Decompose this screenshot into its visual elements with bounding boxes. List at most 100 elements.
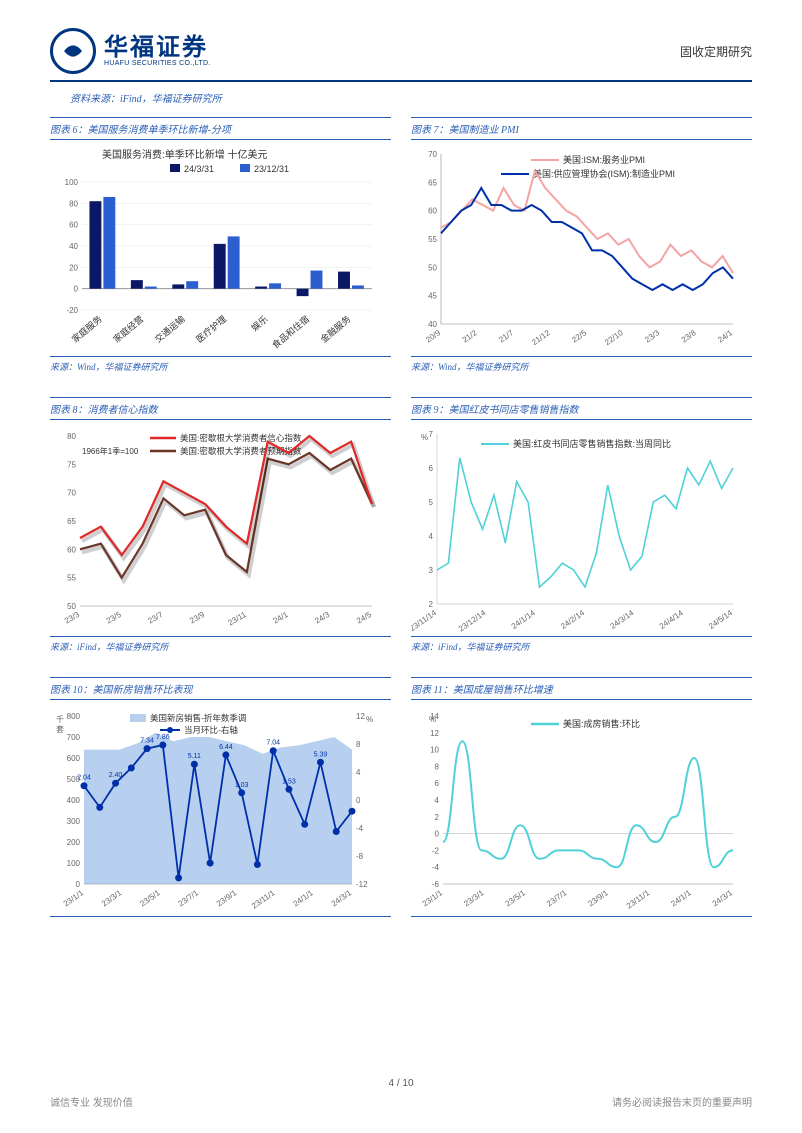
svg-text:200: 200 — [67, 838, 81, 847]
svg-text:-20: -20 — [66, 306, 78, 315]
chart-7-cell: 图表 7：美国制造业 PMI 美国:ISM:服务业PMI美国:供应管理协会(IS… — [411, 117, 752, 387]
page-header: 华福证券 HUAFU SECURITIES CO.,LTD. 固收定期研究 — [50, 28, 752, 82]
page-number: 4 / 10 — [0, 1078, 802, 1089]
svg-text:23/9/1: 23/9/1 — [215, 888, 239, 908]
svg-text:70: 70 — [67, 489, 76, 498]
chart-11-title: 图表 11：美国成屋销售环比增速 — [411, 677, 752, 700]
chart-9: 美国:红皮书同店零售销售指数:当周同比%23456723/11/1423/12/… — [411, 424, 741, 634]
svg-text:2: 2 — [429, 600, 434, 609]
svg-text:55: 55 — [428, 235, 437, 244]
svg-text:7: 7 — [429, 430, 434, 439]
chart-10: 千套%美国新房销售-折年数季调当月环比-右轴010020030040050060… — [50, 704, 380, 914]
svg-text:55: 55 — [67, 574, 76, 583]
svg-text:80: 80 — [67, 432, 76, 441]
chart-10-cell: 图表 10：美国新房销售环比表现 千套%美国新房销售-折年数季调当月环比-右轴0… — [50, 677, 391, 934]
svg-text:65: 65 — [67, 517, 76, 526]
chart-6-source: 来源：Wind，华福证券研究所 — [50, 356, 391, 373]
svg-text:12: 12 — [356, 712, 365, 721]
svg-text:1.03: 1.03 — [235, 782, 249, 789]
svg-text:2.40: 2.40 — [109, 772, 123, 779]
svg-text:家庭服务: 家庭服务 — [69, 313, 104, 345]
svg-text:-2: -2 — [432, 846, 440, 855]
svg-text:23/11/14: 23/11/14 — [411, 608, 439, 633]
svg-text:5: 5 — [429, 498, 434, 507]
svg-text:美国:密歇根大学消费者信心指数: 美国:密歇根大学消费者信心指数 — [180, 433, 302, 443]
svg-text:24/1: 24/1 — [716, 328, 734, 345]
svg-text:%: % — [366, 715, 373, 724]
svg-text:23/11/1: 23/11/1 — [625, 888, 652, 911]
svg-text:23/8: 23/8 — [680, 328, 698, 345]
svg-text:23/3: 23/3 — [643, 328, 661, 345]
chart-7-title: 图表 7：美国制造业 PMI — [411, 117, 752, 140]
chart-6: 美国服务消费:单季环比新增 十亿美元24/3/3123/12/31-200204… — [50, 144, 380, 354]
chart-9-cell: 图表 9：美国红皮书同店零售销售指数 美国:红皮书同店零售销售指数:当周同比%2… — [411, 397, 752, 667]
svg-text:23/3: 23/3 — [63, 610, 81, 626]
svg-text:23/1/1: 23/1/1 — [62, 888, 86, 908]
svg-text:23/3/1: 23/3/1 — [462, 888, 486, 908]
svg-text:45: 45 — [428, 292, 437, 301]
svg-text:70: 70 — [428, 150, 437, 159]
svg-text:1.53: 1.53 — [282, 778, 296, 785]
svg-text:美国新房销售-折年数季调: 美国新房销售-折年数季调 — [150, 713, 246, 723]
svg-text:-4: -4 — [356, 824, 364, 833]
svg-text:40: 40 — [428, 320, 437, 329]
svg-text:23/3/1: 23/3/1 — [100, 888, 124, 908]
svg-text:4: 4 — [356, 768, 361, 777]
svg-text:6.44: 6.44 — [219, 744, 233, 751]
svg-text:22/10: 22/10 — [603, 328, 625, 347]
svg-text:5.39: 5.39 — [314, 751, 328, 758]
chart-7-source: 来源：Wind，华福证券研究所 — [411, 356, 752, 373]
svg-text:家庭经营: 家庭经营 — [111, 313, 146, 345]
logo-en: HUAFU SECURITIES CO.,LTD. — [104, 60, 211, 67]
svg-text:24/3/14: 24/3/14 — [608, 608, 635, 631]
logo-mark — [50, 28, 96, 74]
svg-text:700: 700 — [67, 733, 81, 742]
svg-text:60: 60 — [67, 545, 76, 554]
svg-text:23/5/1: 23/5/1 — [504, 888, 528, 908]
svg-text:20: 20 — [69, 263, 78, 272]
chart-6-title: 图表 6：美国服务消费单季环比新增-分项 — [50, 117, 391, 140]
svg-text:8: 8 — [356, 740, 361, 749]
svg-text:-8: -8 — [356, 852, 364, 861]
chart-8: 美国:密歇根大学消费者信心指数1966年1季=100美国:密歇根大学消费者预期指… — [50, 424, 380, 634]
svg-text:4: 4 — [429, 532, 434, 541]
svg-text:当月环比-右轴: 当月环比-右轴 — [184, 725, 238, 735]
svg-text:交通运输: 交通运输 — [152, 313, 187, 345]
svg-text:2.04: 2.04 — [77, 775, 91, 782]
svg-text:14: 14 — [430, 712, 439, 721]
svg-text:7.04: 7.04 — [266, 740, 280, 747]
svg-text:-4: -4 — [432, 863, 440, 872]
svg-text:24/1/1: 24/1/1 — [669, 888, 693, 908]
svg-text:美国服务消费:单季环比新增 十亿美元: 美国服务消费:单季环比新增 十亿美元 — [102, 148, 268, 161]
svg-text:23/5/1: 23/5/1 — [138, 888, 162, 908]
svg-text:800: 800 — [67, 712, 81, 721]
svg-text:4: 4 — [435, 796, 440, 805]
svg-text:千: 千 — [56, 714, 64, 724]
svg-text:23/11/1: 23/11/1 — [250, 888, 277, 911]
svg-text:10: 10 — [430, 746, 439, 755]
svg-text:400: 400 — [67, 796, 81, 805]
svg-text:24/1/1: 24/1/1 — [291, 888, 315, 908]
logo-cn: 华福证券 — [104, 36, 211, 60]
svg-text:21/2: 21/2 — [461, 328, 479, 345]
svg-text:60: 60 — [69, 221, 78, 230]
svg-text:80: 80 — [69, 199, 78, 208]
svg-text:食品和住宿: 食品和住宿 — [270, 313, 312, 350]
svg-text:65: 65 — [428, 178, 437, 187]
svg-text:2: 2 — [435, 813, 440, 822]
chart-11: %美国:成房销售:环比-6-4-20246810121423/1/123/3/1… — [411, 704, 741, 914]
chart-grid: 图表 6：美国服务消费单季环比新增-分项 美国服务消费:单季环比新增 十亿美元2… — [50, 117, 752, 934]
svg-text:8: 8 — [435, 762, 440, 771]
svg-text:7.86: 7.86 — [156, 734, 170, 741]
svg-text:24/5: 24/5 — [355, 610, 373, 626]
svg-text:24/5/14: 24/5/14 — [707, 608, 734, 631]
svg-text:23/5: 23/5 — [105, 610, 123, 626]
svg-text:0: 0 — [76, 880, 81, 889]
footer: 诚信专业 发现价值 请务必阅读报告末页的重要声明 — [50, 1094, 752, 1109]
chart-9-source: 来源：iFind，华福证券研究所 — [411, 636, 752, 653]
header-category: 固收定期研究 — [680, 43, 752, 60]
svg-text:300: 300 — [67, 817, 81, 826]
svg-text:美国:红皮书同店零售销售指数:当周同比: 美国:红皮书同店零售销售指数:当周同比 — [513, 438, 671, 449]
svg-text:23/11: 23/11 — [227, 610, 249, 628]
footer-right: 请务必阅读报告末页的重要声明 — [612, 1094, 752, 1109]
